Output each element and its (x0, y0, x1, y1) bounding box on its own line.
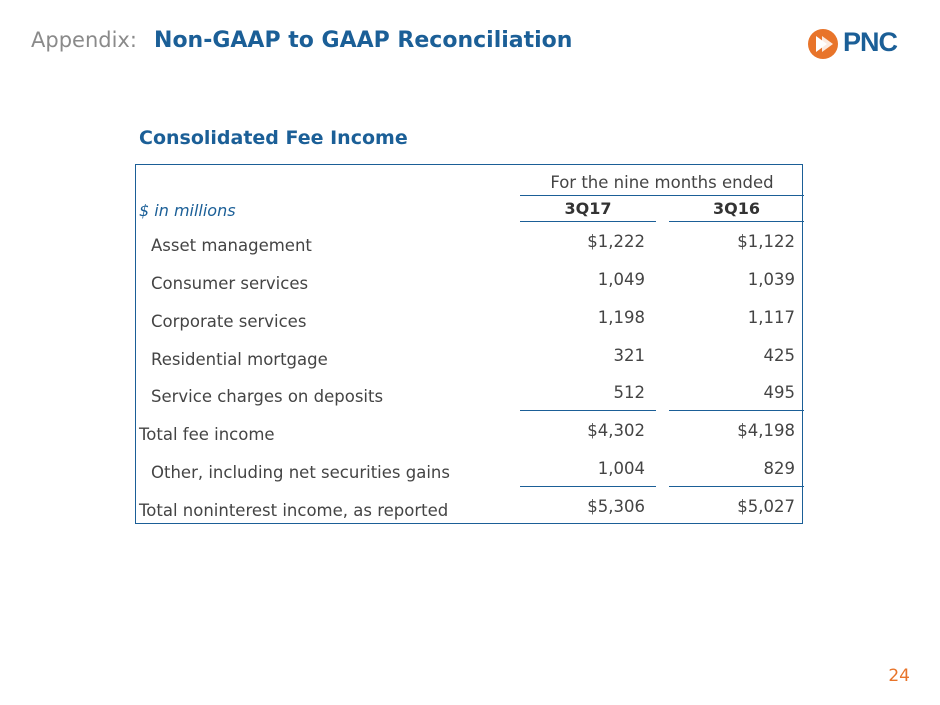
row-label-other: Other, including net securities gains (151, 463, 450, 482)
row-value-3q16: 829 (763, 459, 796, 478)
row-value-3q16: $5,027 (737, 497, 795, 516)
row-value-3q17: 1,004 (597, 459, 645, 478)
page-number: 24 (888, 666, 910, 686)
row-label-consumer-services: Consumer services (151, 274, 309, 293)
row-value-3q17: 321 (613, 346, 646, 365)
row-value-3q16: $1,122 (737, 232, 795, 251)
row-label-corporate-services: Corporate services (151, 312, 307, 331)
row-value-3q16: $4,198 (737, 421, 795, 440)
period-header: For the nine months ended (550, 173, 774, 192)
subtotal-rule-1 (520, 410, 656, 411)
pnc-logo: PNC (807, 27, 911, 60)
row-label-service-charges: Service charges on deposits (151, 387, 384, 406)
fee-income-table: For the nine months ended $ in millions … (135, 164, 804, 524)
row-label-total-fee-income: Total fee income (139, 425, 275, 444)
row-value-3q17: $5,306 (587, 497, 645, 516)
total-rule-2 (669, 486, 804, 487)
logo-text: PNC (843, 27, 898, 57)
row-value-3q17: 1,049 (597, 270, 645, 289)
row-value-3q17: 512 (613, 383, 646, 402)
row-value-3q16: 1,039 (747, 270, 795, 289)
column-header-rule-2 (669, 221, 804, 222)
row-label-total-noninterest-income: Total noninterest income, as reported (139, 501, 449, 520)
row-value-3q17: 1,198 (597, 308, 645, 327)
page-title: Non-GAAP to GAAP Reconciliation (154, 28, 573, 53)
row-value-3q16: 425 (763, 346, 796, 365)
row-value-3q17: $1,222 (587, 232, 645, 251)
column-header-3q16: 3Q16 (713, 199, 760, 218)
total-rule-1 (520, 486, 656, 487)
row-value-3q16: 1,117 (747, 308, 795, 327)
column-header-3q17: 3Q17 (564, 199, 612, 218)
header-prefix: Appendix: (31, 28, 137, 52)
row-value-3q17: $4,302 (587, 421, 645, 440)
units-label: $ in millions (139, 201, 236, 220)
period-header-rule (520, 195, 804, 196)
column-header-rule-1 (520, 221, 656, 222)
section-title: Consolidated Fee Income (139, 127, 408, 149)
row-label-residential-mortgage: Residential mortgage (151, 350, 328, 369)
subtotal-rule-2 (669, 410, 804, 411)
row-label-asset-management: Asset management (151, 236, 312, 255)
slide-header: Appendix: Non-GAAP to GAAP Reconciliatio… (31, 28, 572, 53)
row-value-3q16: 495 (763, 383, 796, 402)
pnc-logo-mark-icon (808, 29, 838, 59)
